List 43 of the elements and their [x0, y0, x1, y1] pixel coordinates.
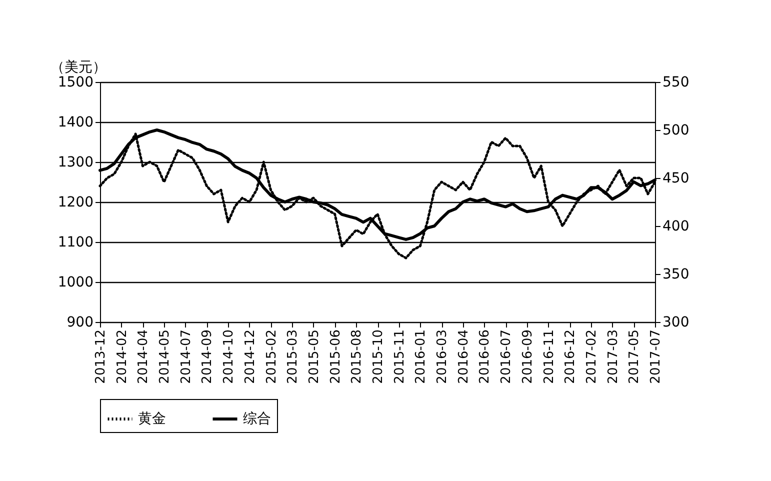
x-tick-label: 2014-05	[158, 330, 173, 384]
x-tick-label: 2015-02	[264, 330, 280, 384]
y-tick-label: 1100	[58, 234, 94, 250]
x-tick-label: 2016-01	[414, 330, 429, 384]
x-tick-label: 2015-08	[350, 330, 365, 384]
x-tick-label: 2014-07	[178, 330, 194, 384]
y2-tick-label: 300	[662, 314, 690, 330]
x-tick-label: 2014-12	[242, 330, 258, 384]
y2-tick-label: 450	[662, 170, 690, 186]
x-tick-label: 2015-10	[371, 330, 386, 384]
y-tick-label: 900	[66, 314, 94, 330]
y-tick-label: 1200	[58, 194, 94, 210]
x-tick-label: 2015-11	[392, 330, 408, 384]
x-tick-label: 2016-09	[520, 330, 536, 384]
x-tick-label: 2015-06	[328, 330, 344, 384]
x-tick-label: 2017-03	[606, 330, 621, 384]
x-tick-label: 2015-05	[306, 330, 322, 384]
x-tick-label: 2016-06	[478, 330, 493, 384]
x-tick-label: 2015-03	[286, 330, 301, 384]
x-tick-label: 2013-12	[94, 330, 108, 384]
y-axis-title: （美元）	[50, 60, 106, 76]
x-tick-label: 2016-03	[435, 330, 450, 384]
y-tick-label: 1500	[58, 74, 94, 90]
x-tick-label: 2016-07	[499, 330, 514, 384]
x-tick-label: 2014-02	[114, 330, 130, 384]
legend-label: 综合	[243, 411, 271, 427]
y2-tick-label: 400	[662, 218, 690, 234]
y-tick-label: 1400	[58, 114, 94, 130]
y-tick-label: 1000	[58, 274, 94, 290]
y2-tick-label: 500	[662, 122, 690, 138]
y2-tick-label: 550	[662, 74, 690, 90]
legend-label: 黄金	[138, 411, 166, 427]
x-tick-label: 2016-12	[563, 330, 578, 384]
x-tick-label: 2016-04	[456, 330, 472, 384]
x-tick-label: 2014-04	[136, 330, 152, 384]
x-tick-label: 2017-02	[584, 330, 600, 384]
y-tick-label: 1300	[58, 154, 94, 170]
x-tick-label: 2014-10	[222, 330, 237, 384]
x-tick-label: 2017-07	[648, 330, 664, 384]
x-tick-label: 2014-09	[200, 330, 216, 384]
y2-tick-label: 350	[662, 266, 690, 282]
x-tick-label: 2017-05	[627, 330, 642, 384]
x-tick-label: 2016-11	[542, 330, 557, 384]
